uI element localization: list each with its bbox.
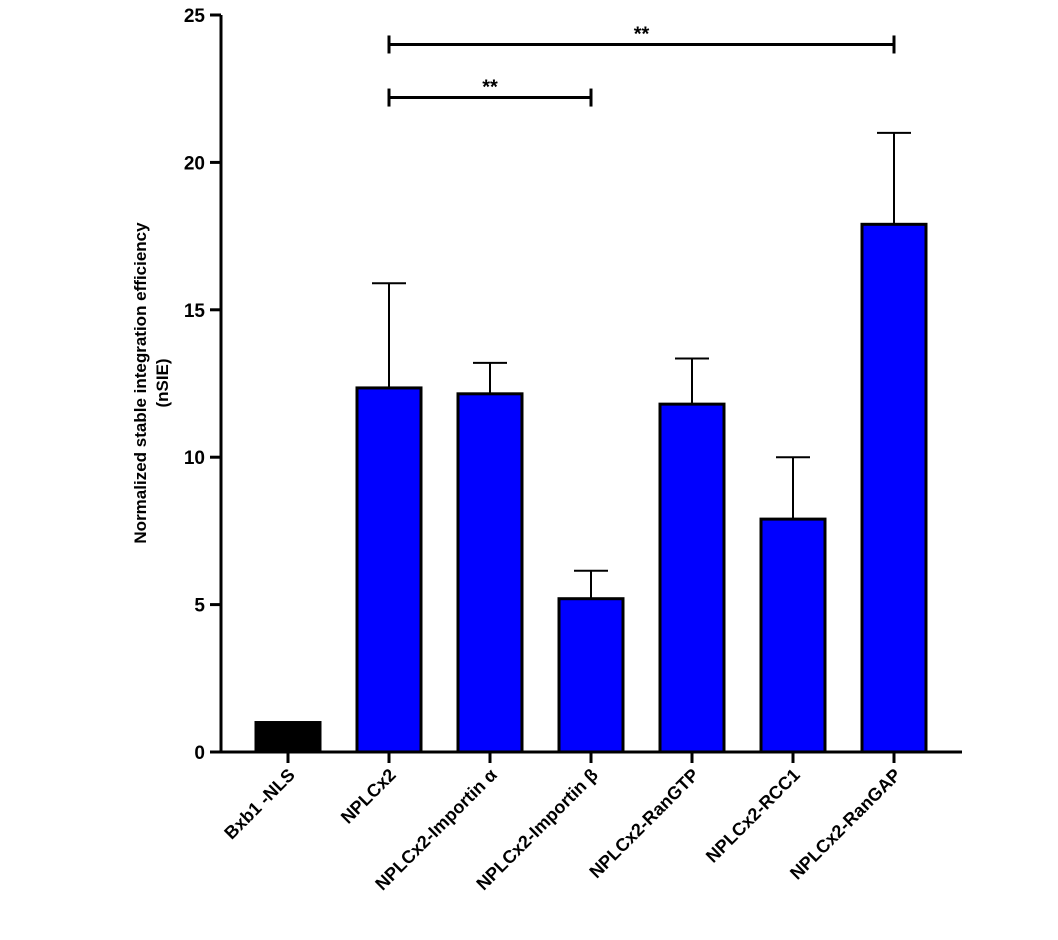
bar xyxy=(254,721,322,754)
x-tick-label: NPLCx2-RanGTP xyxy=(585,765,702,882)
significance-brackets: ** ** xyxy=(387,23,896,107)
bar xyxy=(658,402,726,754)
significance-label: ** xyxy=(634,23,650,45)
y-tick-label: 0 xyxy=(194,743,205,764)
y-tick-label: 20 xyxy=(184,153,205,174)
y-axis-label-line2: (nSIE) xyxy=(153,358,172,407)
y-tick-label: 25 xyxy=(184,6,206,27)
bar xyxy=(860,222,928,754)
error-bars xyxy=(372,131,911,599)
y-tick-label: 15 xyxy=(184,301,206,322)
y-tick-label: 10 xyxy=(184,448,205,469)
x-tick-label: Bxb1 -NLS xyxy=(220,765,298,843)
bar xyxy=(355,386,423,754)
x-tick-label: NPLCx2 xyxy=(337,765,400,828)
y-axis: 0 5 10 15 20 25 xyxy=(184,6,223,764)
bar xyxy=(759,517,827,754)
x-tick-label: NPLCx2-RCC1 xyxy=(702,765,804,867)
x-tick-label: NPLCx2-RanGAP xyxy=(786,765,905,884)
bar xyxy=(456,392,524,754)
y-tick-label: 5 xyxy=(194,596,205,617)
bars xyxy=(254,222,928,754)
y-axis-label-line1: Normalized stable integration efficiency xyxy=(131,222,150,544)
bar xyxy=(557,597,625,754)
significance-label: ** xyxy=(482,77,498,99)
